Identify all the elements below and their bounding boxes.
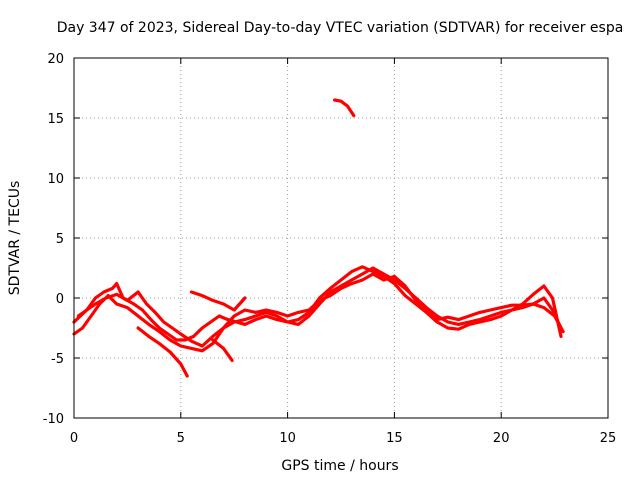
series-track-5 bbox=[189, 290, 247, 312]
y-tick-label: 5 bbox=[56, 232, 64, 247]
x-tick-label: 15 bbox=[386, 431, 403, 446]
x-tick-label: 10 bbox=[279, 431, 296, 446]
x-axis-label: GPS time / hours bbox=[281, 458, 398, 474]
x-tick-label: 5 bbox=[177, 431, 185, 446]
series-track-7 bbox=[333, 98, 356, 118]
x-tick-label: 20 bbox=[493, 431, 510, 446]
series-track-6 bbox=[211, 338, 234, 362]
y-tick-label: 10 bbox=[47, 172, 64, 187]
y-axis-label: SDTVAR / TECUs bbox=[7, 181, 23, 296]
series-track-1 bbox=[72, 266, 563, 342]
x-tick-label: 25 bbox=[600, 431, 617, 446]
axis-ticks: 0 5 10 15 20 25 -10 -5 0 5 10 15 20 bbox=[43, 52, 617, 446]
series-track-2 bbox=[72, 265, 563, 353]
chart-title: Day 347 of 2023, Sidereal Day-to-day VTE… bbox=[57, 20, 624, 36]
y-tick-label: -5 bbox=[51, 352, 64, 367]
y-tick-label: 0 bbox=[56, 292, 64, 307]
y-tick-label: 15 bbox=[47, 112, 64, 127]
x-tick-label: 0 bbox=[70, 431, 78, 446]
series-track-4 bbox=[136, 326, 189, 378]
series-layer bbox=[72, 98, 565, 378]
grid bbox=[74, 58, 608, 418]
y-tick-label: 20 bbox=[47, 52, 64, 67]
series-track-3 bbox=[76, 272, 565, 348]
y-tick-label: -10 bbox=[43, 412, 64, 427]
